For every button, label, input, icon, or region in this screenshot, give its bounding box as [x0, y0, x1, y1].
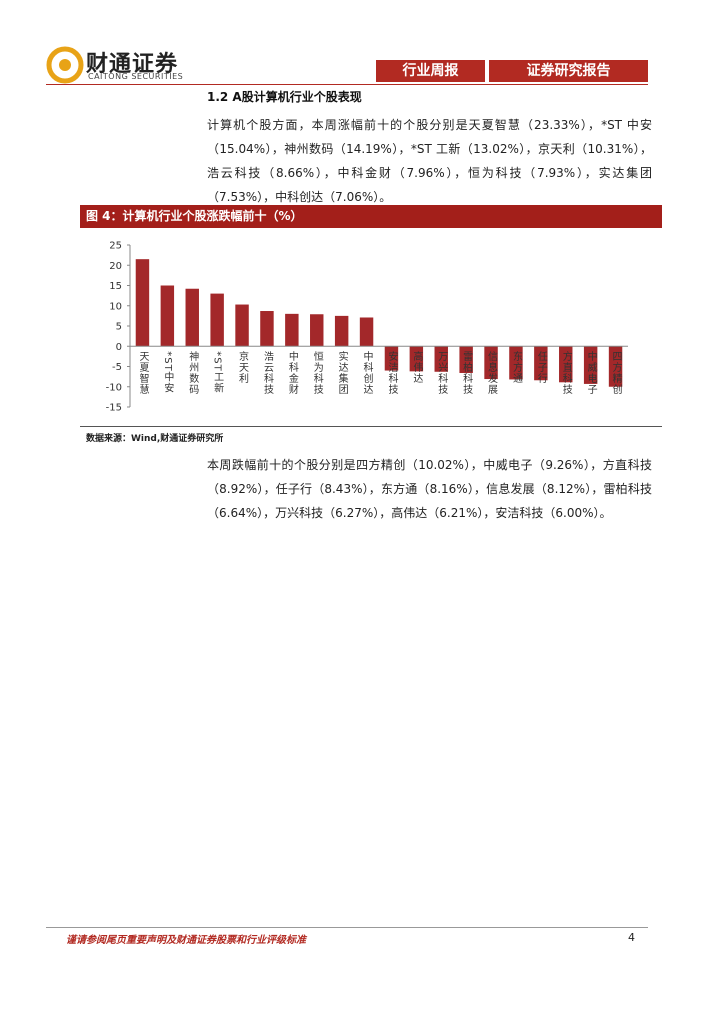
bar [559, 346, 573, 383]
bar [210, 293, 224, 347]
bar [334, 315, 349, 347]
figure-rule [80, 426, 662, 427]
bar [409, 346, 424, 372]
x-tick-label: 高伟达 [411, 350, 423, 384]
header-tab: 行业周报 [376, 60, 485, 82]
header-tab: 证券研究报告 [489, 60, 648, 82]
bar [285, 313, 299, 347]
y-tick-label: -5 [112, 362, 122, 373]
bar [509, 346, 523, 380]
y-tick-label: 0 [116, 342, 122, 353]
x-tick-label: 神州数码 [187, 350, 199, 395]
x-tick-label: 天夏智慧 [137, 351, 149, 395]
x-tick-label: 万兴科技 [436, 351, 448, 395]
bar [484, 346, 498, 380]
x-tick-label: 任子行 [535, 350, 547, 384]
x-tick-label: 信息发展 [486, 351, 498, 395]
x-tick-label: 浩云科技 [261, 351, 273, 395]
x-tick-label: 中科创达 [361, 350, 373, 395]
paragraph: 计算机个股方面，本周涨幅前十的个股分别是天夏智慧（23.33%），*ST 中安（… [207, 118, 652, 204]
x-tick-label: 四方精创 [610, 351, 622, 395]
bar [310, 314, 324, 347]
y-tick-label: 15 [109, 281, 122, 292]
y-tick-label: -10 [106, 382, 122, 393]
y-tick-label: -15 [106, 403, 122, 414]
logo-subtext: CAITONG SECURITIES [88, 72, 184, 81]
x-tick-label: 恒为科技 [311, 350, 323, 395]
figure-title: 图 4：计算机行业个股涨跌幅前十（%） [80, 205, 662, 228]
x-tick-label: *ST中安 [162, 351, 174, 393]
bar [608, 346, 623, 387]
logo-text: 财通证券 [86, 52, 179, 77]
x-tick-label: 实达集团 [336, 350, 348, 395]
y-tick-label: 25 [109, 241, 122, 252]
x-tick-label: 安洁科技 [386, 350, 398, 395]
footer-rule [46, 927, 648, 928]
bar [583, 346, 598, 384]
x-tick-label: *ST工新 [212, 351, 224, 393]
bar [384, 346, 399, 371]
x-tick-label: 雷柏科技 [461, 351, 473, 395]
chart: 25 20 15 10 5 0 -5 -10 -15 天夏智慧 *ST中安 神州数码 *ST工新 京天利浩… [106, 241, 628, 414]
bar [260, 311, 274, 347]
x-tick-label: 方直科技 [560, 350, 572, 395]
bar [534, 346, 548, 381]
x-tick-label: 京天利 [237, 350, 249, 384]
y-tick-label: 20 [109, 261, 122, 272]
header-rule [46, 84, 648, 85]
y-tick-label: 10 [109, 301, 122, 312]
figure-source: 数据来源：Wind,财通证券研究所 [86, 434, 224, 444]
bar [160, 285, 175, 347]
footer-disclaimer: 谨请参阅尾页重要声明及财通证券股票和行业评级标准 [66, 935, 306, 946]
bar [459, 346, 473, 373]
bar [135, 259, 150, 347]
x-tick-label: 中科金财 [286, 350, 298, 395]
logo-icon [46, 46, 84, 84]
bar [235, 304, 249, 347]
x-tick-label: 东方通 [510, 350, 522, 384]
paragraph: 本周跌幅前十的个股分别是四方精创（10.02%），中威电子（9.26%），方直科… [207, 458, 652, 520]
bar [434, 346, 448, 372]
bar [185, 288, 199, 347]
page-number: 4 [628, 931, 635, 944]
y-tick-label: 5 [116, 322, 122, 333]
x-tick-label: 中威电子 [585, 350, 597, 395]
bar [359, 317, 374, 347]
section-title: 1.2 A股计算机行业个股表现 [207, 90, 362, 104]
